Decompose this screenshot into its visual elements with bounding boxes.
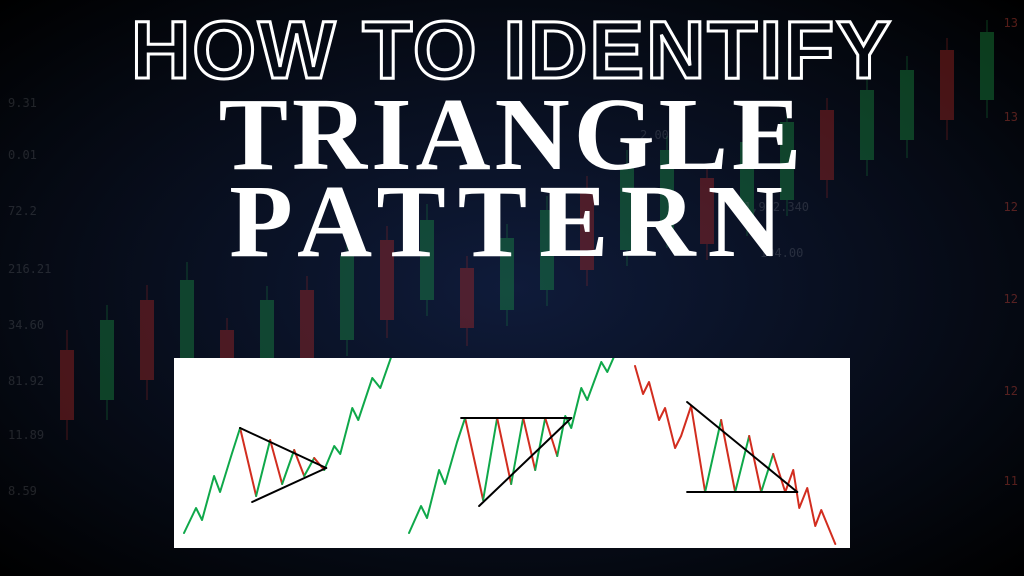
- bg-left-axis-label: 34.60: [8, 318, 44, 332]
- bg-left-axis-label: 8.59: [8, 484, 37, 498]
- triangle-pattern-panel: [174, 358, 850, 548]
- bg-right-axis-label: 12: [1004, 292, 1018, 306]
- bg-left-axis-label: 11.89: [8, 428, 44, 442]
- symmetrical-triangle: [174, 358, 399, 548]
- title-line3: PATTERN: [20, 173, 1004, 272]
- ascending-triangle: [399, 358, 624, 548]
- descending-triangle: [625, 358, 850, 548]
- bg-right-axis-label: 12: [1004, 384, 1018, 398]
- bg-right-axis-label: 11: [1004, 474, 1018, 488]
- title-block: HOW TO IDENTIFY TRIANGLE PATTERN: [0, 12, 1024, 271]
- bg-left-axis-label: 81.92: [8, 374, 44, 388]
